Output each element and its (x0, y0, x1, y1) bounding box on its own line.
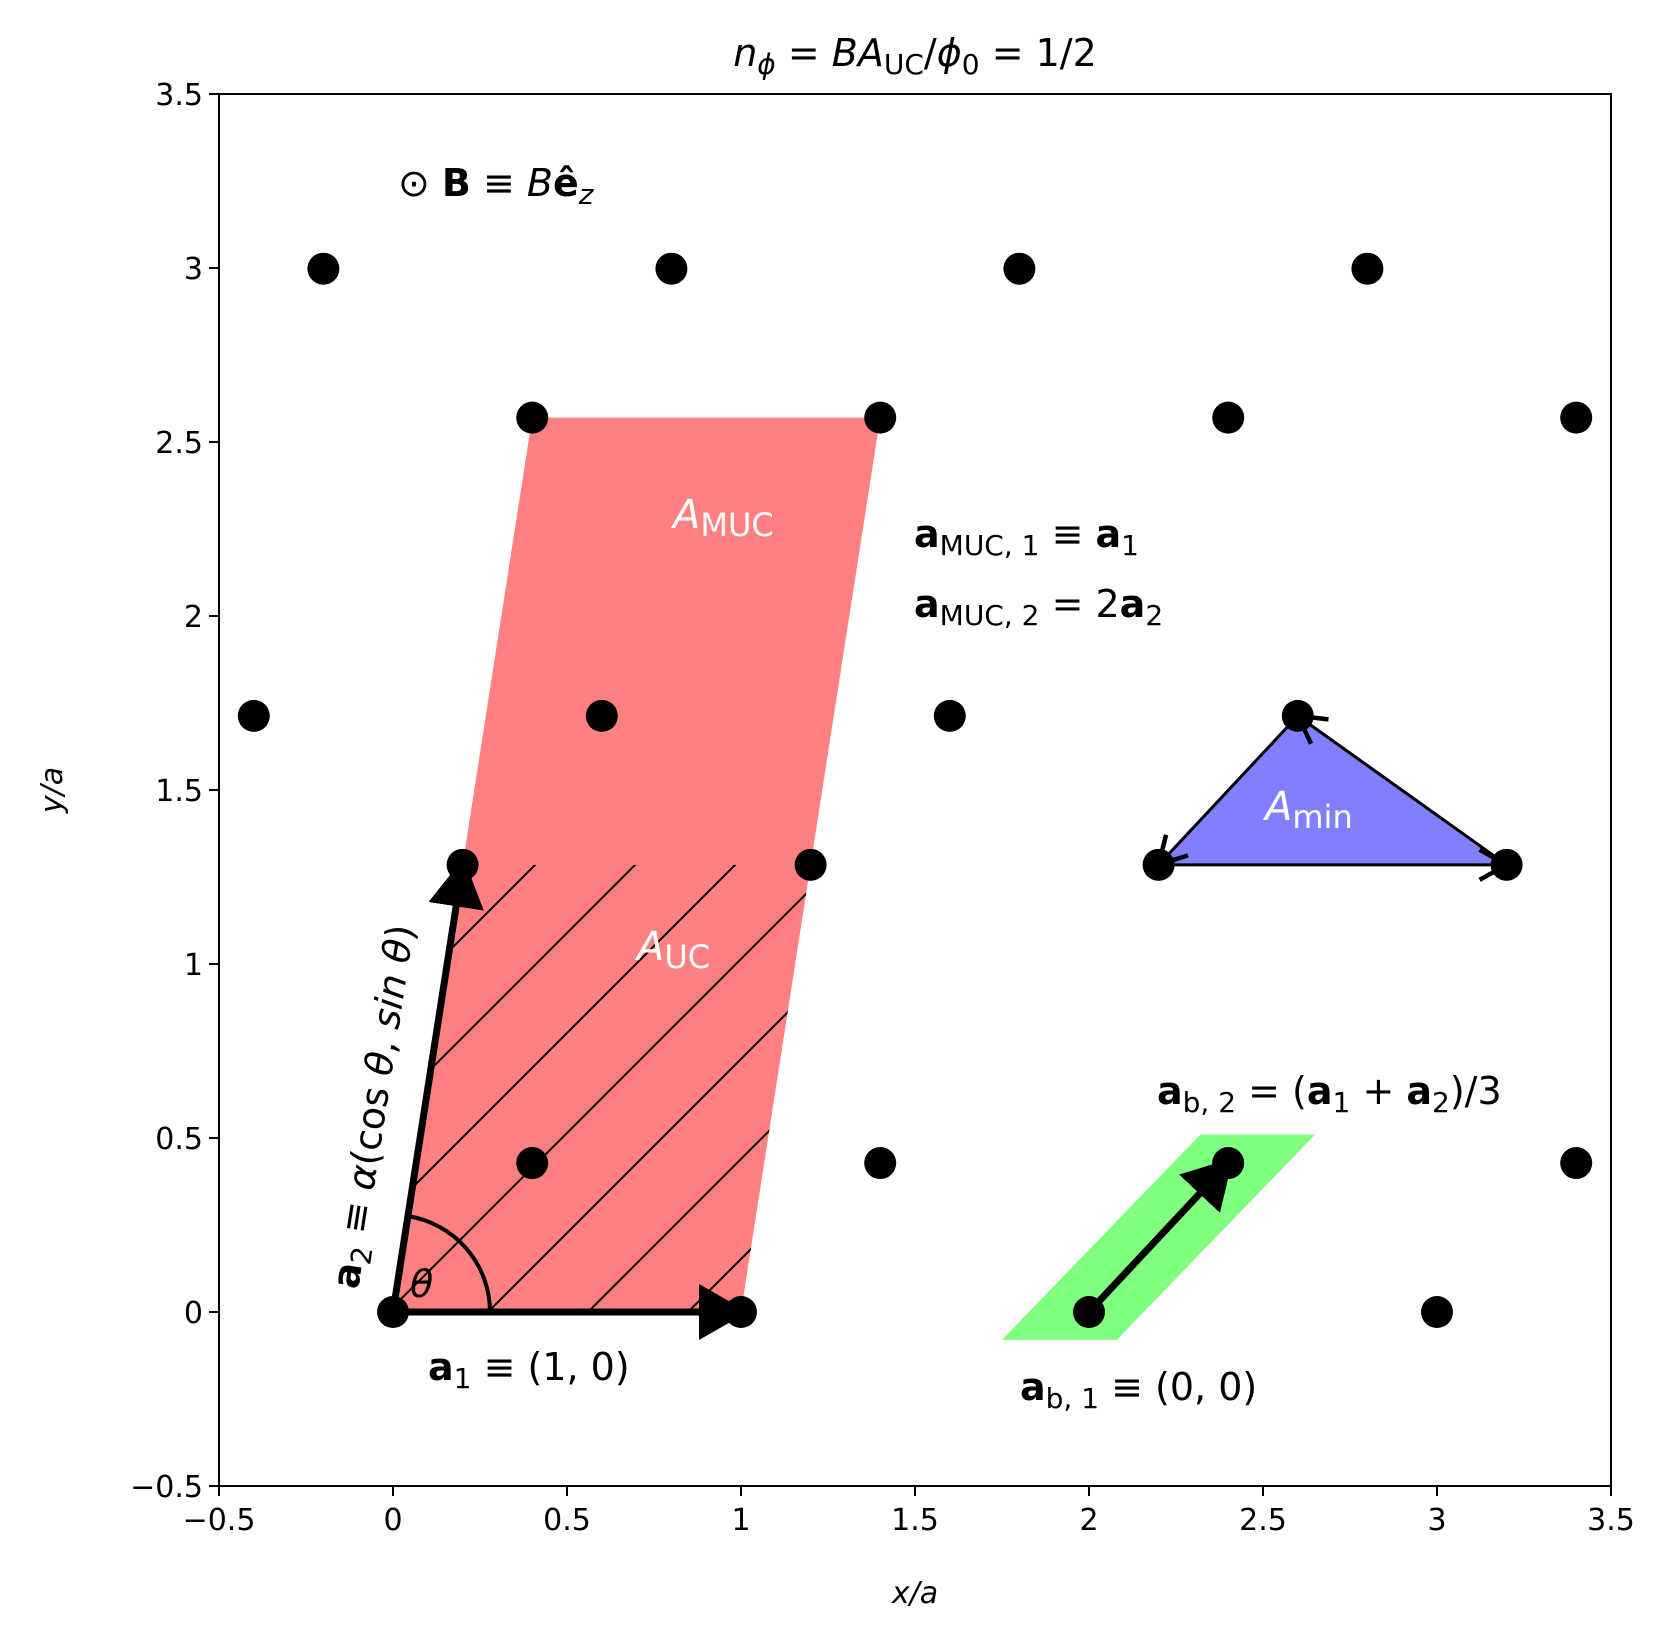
lattice-site-point (794, 848, 827, 881)
y-tick-label: 1 (184, 948, 203, 983)
x-tick-label: 1 (731, 1503, 750, 1538)
x-tick-label: 3 (1427, 1503, 1446, 1538)
b-field-label: ⊙ B ≡ Bêz (398, 161, 595, 211)
y-tick-label: 0 (184, 1296, 203, 1331)
x-tick-label: 0.5 (543, 1503, 591, 1538)
muc-region (393, 417, 881, 1312)
theta-arc (407, 1214, 492, 1313)
lattice-site-point (1490, 848, 1523, 881)
x-ticks: −0.5 0 0.5 1 1.5 2 2.5 3 3.5 (183, 1486, 1635, 1538)
lattice-site-point (516, 401, 549, 434)
y-tick-label: 3.5 (155, 78, 203, 113)
y-tick-label: 0.5 (155, 1122, 203, 1157)
theta-label: θ (410, 1262, 433, 1306)
hatch-line (0, 0, 300, 1636)
lattice-site-point (655, 252, 688, 285)
lattice-site-point (1142, 848, 1175, 881)
min-triangle-edge-arrow (1294, 713, 1508, 867)
hatch-line (1500, 0, 1665, 1636)
a-muc-label: AMUC (670, 492, 774, 544)
lattice-site-point (1003, 252, 1036, 285)
lattice-site-point (1212, 401, 1245, 434)
ab2-label: ab, 2 = (a1 + a2)/3 (1157, 1069, 1502, 1119)
hatch-line (393, 864, 401, 1312)
x-tick-label: 2.5 (1239, 1503, 1287, 1538)
a-min-label: Amin (1262, 784, 1353, 836)
lattice-vector-arrow (1086, 1157, 1233, 1315)
lattice-site-point (377, 1296, 409, 1328)
lattice-site-point (1073, 1296, 1105, 1328)
chart-title: nϕ = BAUC/ϕ0 = 1/2 (733, 31, 1097, 81)
y-tick-label: 2 (184, 600, 203, 635)
lattice-site-point (725, 1296, 757, 1328)
x-tick-label: 1.5 (891, 1503, 939, 1538)
hatch-line (393, 864, 811, 1312)
x-tick-label: 2 (1079, 1503, 1098, 1538)
hatch-line (1600, 0, 1665, 1636)
lattice-site-point (1281, 699, 1314, 732)
amuc2-label: aMUC, 2 = 2a2 (914, 582, 1163, 632)
lattice-site-point (1560, 401, 1593, 434)
lattice-site-point (446, 848, 479, 881)
lattice-site-point (585, 699, 618, 732)
ab1-label: ab, 1 ≡ (0, 0) (1020, 1365, 1257, 1415)
lattice-site-point (237, 699, 270, 732)
lattice-site-point (933, 699, 966, 732)
lattice-site-point (1212, 1147, 1245, 1180)
min-region (1158, 715, 1507, 865)
lattice-vector-arrow (389, 857, 484, 1313)
points (237, 252, 1593, 1328)
x-tick-label: 0 (383, 1503, 402, 1538)
y-tick-label: 1.5 (155, 774, 203, 809)
lattice-site-point (864, 401, 897, 434)
a1-label: a1 ≡ (1, 0) (428, 1345, 630, 1395)
x-tick-label: 3.5 (1587, 1503, 1635, 1538)
lattice-site-point (1421, 1296, 1453, 1328)
a-uc-label: AUC (634, 924, 710, 976)
y-tick-label: 2.5 (155, 426, 203, 461)
min-triangle-edge-arrow (1155, 714, 1299, 869)
lattice-site-point (1351, 252, 1384, 285)
lattice-site-point (307, 252, 340, 285)
x-tick-label: −0.5 (183, 1503, 256, 1538)
lattice-site-point (516, 1147, 549, 1180)
y-axis-label: y/a (35, 767, 70, 814)
x-axis-label: x/a (891, 1576, 938, 1611)
vectors (389, 713, 1512, 1340)
amuc1-label: aMUC, 1 ≡ a1 (914, 512, 1139, 562)
y-tick-label: −0.5 (130, 1470, 203, 1505)
y-tick-label: 3 (184, 252, 203, 287)
lattice-site-point (864, 1147, 897, 1180)
hatch-line (393, 864, 501, 1312)
lattice-site-point (1560, 1147, 1593, 1180)
y-ticks: −0.5 0 0.5 1 1.5 2 2.5 3 3.5 (130, 78, 219, 1505)
